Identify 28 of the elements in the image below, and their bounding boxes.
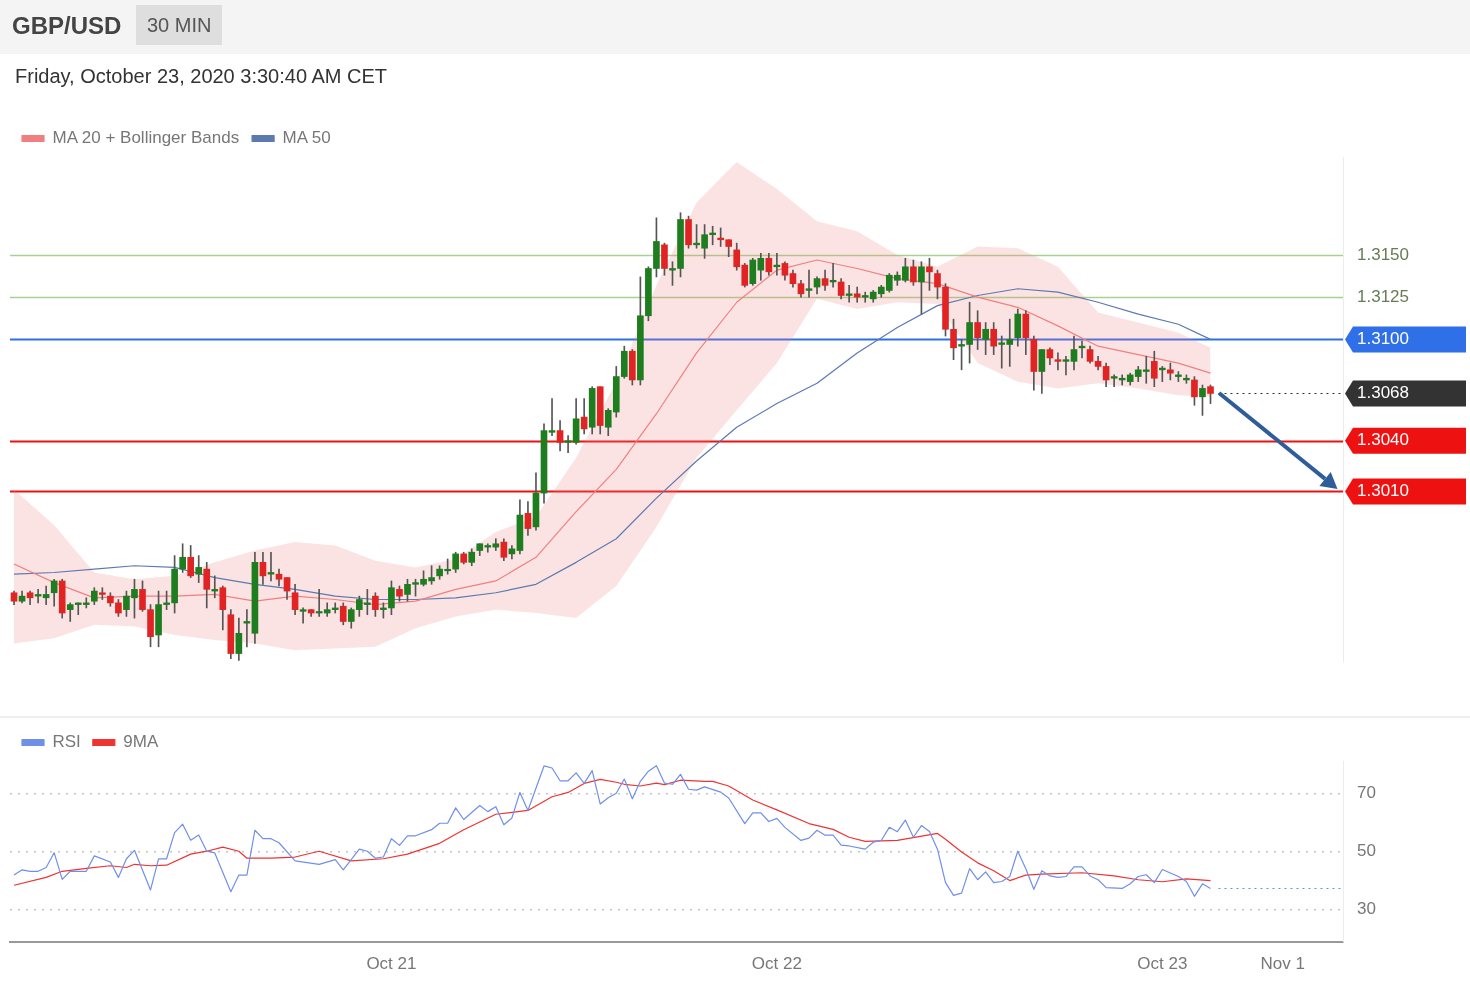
legend-label: MA 20 + Bollinger Bands (52, 128, 240, 148)
text: Friday, October 23, 2020 3:30:40 AM CET (15, 65, 388, 88)
y-tick-label: 1.3068 (1357, 383, 1409, 403)
candlestick (1062, 355, 1070, 376)
y-tick-label: 1.3100 (1357, 329, 1409, 349)
y-tick-label: 1.3010 (1357, 481, 1409, 501)
legend-label: 9MA (123, 732, 159, 752)
legend-label: RSI (52, 732, 81, 752)
candlestick (564, 435, 572, 453)
candlestick (548, 398, 556, 437)
candlestick (845, 285, 853, 303)
y-tick-label: 1.3150 (1357, 244, 1409, 264)
candlestick (299, 607, 307, 624)
chart-title: GBP/USD (12, 12, 122, 40)
candlestick (267, 551, 275, 582)
candlestick (1054, 352, 1062, 371)
candlestick (805, 269, 813, 298)
y-tick-label: 1.3125 (1357, 286, 1409, 306)
y-tick-label: 1.3040 (1357, 430, 1409, 450)
legend-label: MA 50 (282, 128, 331, 148)
x-tick-label: Nov 1 (1260, 953, 1305, 973)
y-tick-label: 50 (1357, 841, 1376, 861)
y-tick-label: 30 (1357, 899, 1376, 919)
chart-subtitle: 30 MIN (136, 5, 223, 45)
x-tick-label: Oct 23 (1137, 953, 1188, 973)
x-tick-label: Oct 21 (366, 953, 417, 973)
x-tick-label: Oct 22 (751, 953, 802, 973)
y-tick-label: 70 (1357, 782, 1376, 802)
